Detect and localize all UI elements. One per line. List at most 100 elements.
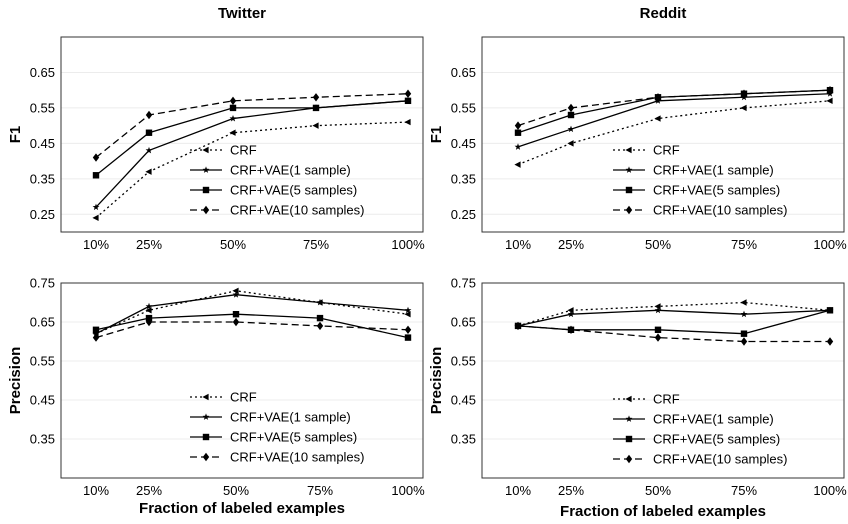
data-point-crf-vae-1 xyxy=(567,310,575,318)
legend-marker-crf-vae-5 xyxy=(202,186,210,194)
data-point-crf-vae-10 xyxy=(567,103,575,113)
data-point-crf-vae-5 xyxy=(312,104,320,112)
data-point-crf-vae-10 xyxy=(654,93,662,102)
series-crf-vae-10 xyxy=(92,317,412,342)
x-tick-label: 10% xyxy=(83,237,109,252)
x-tick-label: 25% xyxy=(558,237,584,252)
series-crf-vae-1 xyxy=(514,90,834,150)
legend: CRF CRF+VAE(1 sample) CRF+VAE(5 samples) CR… xyxy=(613,143,788,218)
data-point-crf-vae-10 xyxy=(232,317,240,327)
data-point-crf xyxy=(92,214,99,222)
data-point-crf xyxy=(654,303,661,310)
data-point-crf-vae-1 xyxy=(740,310,748,318)
x-tick-label: 10% xyxy=(505,483,531,498)
legend-marker-crf xyxy=(202,393,209,401)
data-point-crf xyxy=(740,104,747,112)
x-tick-label: 75% xyxy=(303,237,329,252)
x-tick-label: 100% xyxy=(391,237,425,252)
legend-label-crf: CRF xyxy=(230,390,257,405)
legend-marker-crf-vae-10 xyxy=(202,452,210,462)
data-point-crf-vae-10 xyxy=(654,333,662,342)
data-point-crf-vae-5 xyxy=(404,334,412,341)
data-point-crf xyxy=(145,168,152,175)
data-point-crf-vae-5 xyxy=(567,111,575,119)
data-point-crf-vae-10 xyxy=(312,93,320,102)
legend-label-crf: CRF xyxy=(653,143,680,158)
legend-label-crf-vae-10: CRF+VAE(10 samples) xyxy=(230,203,365,218)
legend: CRF CRF+VAE(1 sample) CRF+VAE(5 samples) CR… xyxy=(613,392,788,467)
data-point-crf-vae-1 xyxy=(92,330,100,337)
data-point-crf-vae-10 xyxy=(92,333,100,342)
legend-marker-crf-vae-1 xyxy=(202,413,210,420)
x-tick-label: 100% xyxy=(813,483,847,498)
series-crf-vae-5 xyxy=(514,86,834,136)
legend-marker-crf-vae-1 xyxy=(202,166,210,173)
data-point-crf-vae-1 xyxy=(514,143,522,150)
data-point-crf-vae-10 xyxy=(145,110,153,120)
chart-title: Twitter xyxy=(218,5,266,22)
data-point-crf-vae-1 xyxy=(92,203,100,211)
y-tick-label: 0.45 xyxy=(451,136,476,151)
y-tick-label: 0.55 xyxy=(30,100,55,115)
series-line-crf-vae-10 xyxy=(95,93,409,159)
data-point-crf-vae-5 xyxy=(316,314,324,322)
legend-label-crf-vae-5: CRF+VAE(5 samples) xyxy=(230,183,357,198)
data-point-crf xyxy=(229,129,236,136)
data-point-crf xyxy=(654,115,661,122)
data-point-crf-vae-5 xyxy=(404,97,412,105)
x-tick-label: 75% xyxy=(731,483,757,498)
data-point-crf xyxy=(826,97,833,105)
x-tick-label: 50% xyxy=(645,483,671,498)
data-point-crf xyxy=(404,118,411,126)
data-point-crf-vae-10 xyxy=(316,321,324,331)
y-axis-label: Precision xyxy=(7,347,24,415)
data-point-crf-vae-1 xyxy=(145,146,153,154)
series-line-crf-vae-1 xyxy=(517,93,831,148)
x-tick-label: 50% xyxy=(645,237,671,252)
series-crf xyxy=(92,118,411,222)
series-crf xyxy=(514,299,833,330)
x-tick-label: 100% xyxy=(813,237,847,252)
y-tick-label: 0.35 xyxy=(30,432,55,447)
legend-label-crf-vae-1: CRF+VAE(1 sample) xyxy=(230,410,351,425)
data-point-crf xyxy=(312,122,319,129)
plot-frame xyxy=(60,36,424,233)
x-tick-label: 50% xyxy=(223,483,249,498)
x-tick-label: 50% xyxy=(220,237,246,252)
series-line-crf xyxy=(95,290,409,335)
x-tick-label: 25% xyxy=(136,483,162,498)
data-point-crf-vae-10 xyxy=(826,337,834,346)
data-point-crf-vae-1 xyxy=(654,306,662,314)
y-tick-label: 0.45 xyxy=(30,393,55,408)
legend-label-crf-vae-5: CRF+VAE(5 samples) xyxy=(653,183,780,198)
legend-marker-crf-vae-1 xyxy=(625,415,633,422)
plot-frame xyxy=(481,36,845,233)
y-tick-label: 0.75 xyxy=(451,276,476,291)
data-point-crf-vae-10 xyxy=(740,89,748,98)
legend-label-crf-vae-10: CRF+VAE(10 samples) xyxy=(230,450,365,465)
data-point-crf-vae-5 xyxy=(654,326,662,333)
x-tick-label: 10% xyxy=(83,483,109,498)
y-tick-label: 0.55 xyxy=(451,354,476,369)
series-crf-vae-1 xyxy=(92,291,412,337)
series-crf-vae-10 xyxy=(92,89,412,162)
legend-label-crf-vae-5: CRF+VAE(5 samples) xyxy=(653,432,780,447)
data-point-crf xyxy=(232,287,239,294)
y-tick-label: 0.65 xyxy=(30,65,55,80)
x-tick-label: 25% xyxy=(136,237,162,252)
plot-frame xyxy=(481,282,845,479)
series-line-crf-vae-5 xyxy=(95,313,409,339)
data-point-crf xyxy=(567,307,574,314)
y-tick-label: 0.35 xyxy=(30,171,55,186)
y-tick-label: 0.65 xyxy=(451,65,476,80)
series-crf-vae-5 xyxy=(92,97,412,179)
data-point-crf-vae-5 xyxy=(92,326,100,333)
y-axis-label: F1 xyxy=(428,126,445,144)
data-point-crf-vae-5 xyxy=(826,307,834,314)
legend-marker-crf-vae-5 xyxy=(202,433,210,441)
data-point-crf-vae-1 xyxy=(229,114,237,122)
series-line-crf xyxy=(95,121,409,219)
